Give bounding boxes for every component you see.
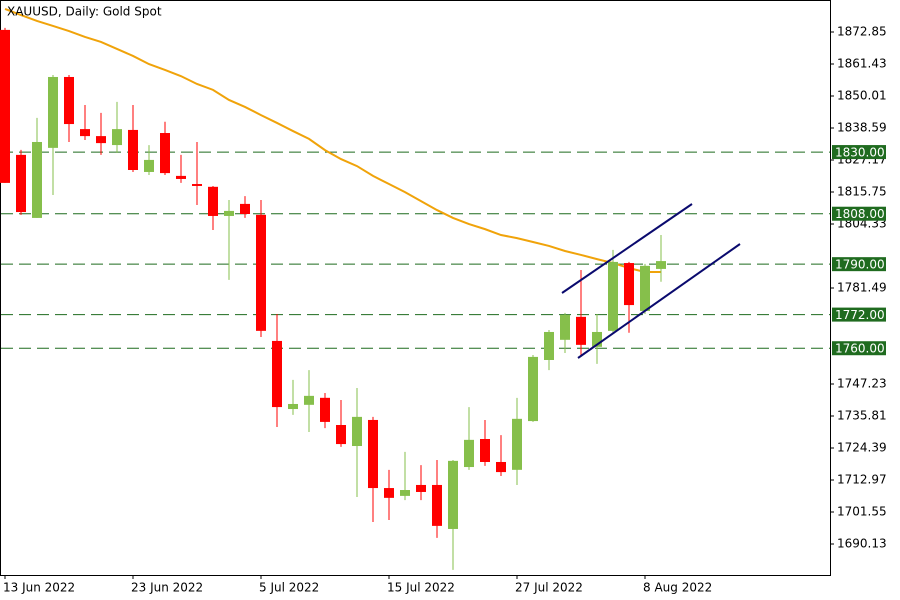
candle-body [480,439,490,462]
candle-body [576,316,586,345]
level-label: 1830.00 [835,146,885,160]
candle-body [128,129,138,171]
candle-body [240,203,250,214]
candle-body [368,419,378,489]
y-tick-label: 1747.23 [837,377,887,391]
candle-body [256,214,266,331]
candle-body [224,210,234,216]
level-label: 1790.00 [835,258,885,272]
candle-body [512,418,522,470]
y-tick-label: 1735.81 [837,409,887,423]
candle-body [112,129,122,146]
candle-body [192,184,202,186]
y-tick-label: 1701.55 [837,505,887,519]
candle-body [80,129,90,137]
y-tick-label: 1724.39 [837,441,887,455]
y-tick-label: 1815.75 [837,185,887,199]
candle-body [624,263,634,306]
channel-upper [561,203,693,294]
candle-body [448,460,458,529]
candle-body [304,395,314,405]
candle-body [272,340,282,408]
chart-title: XAUUSD, Daily: Gold Spot [7,5,162,19]
candle-body [496,461,506,473]
level-label: 1760.00 [835,342,885,356]
plot-area [0,7,830,570]
moving-average [4,7,661,274]
candle-body [384,488,394,498]
candle-body [160,133,170,174]
candle-body [336,425,346,445]
candle-body [592,331,602,347]
candle-body [560,314,570,340]
channel-lower [577,243,741,359]
candle-body [144,159,154,172]
candle-body [288,403,298,410]
level-label-box [832,257,886,272]
candle-body [528,356,538,422]
y-tick-label: 1838.59 [837,121,887,135]
level-label-box [832,307,886,322]
y-tick-label: 1850.01 [837,89,887,103]
y-tick-label: 1861.43 [837,57,887,71]
candle-body [320,397,330,422]
candle-body [416,484,426,492]
candle-body [544,331,554,360]
candle-body [32,141,42,218]
level-label-box [832,145,886,160]
y-tick-label: 1690.13 [837,537,887,551]
y-tick-label: 1712.97 [837,473,887,487]
candle-body [400,490,410,496]
y-tick-label: 1781.49 [837,281,887,295]
candle-body [64,76,74,125]
candle-body [208,186,218,216]
candle-body [608,261,618,331]
candle-body [352,416,362,447]
y-tick-label: 1872.85 [837,25,887,39]
plot-frame [0,0,831,576]
level-label: 1772.00 [835,308,885,322]
x-tick-label: 27 Jul 2022 [515,581,583,595]
candle-body [48,76,58,148]
level-label-box [832,206,886,221]
x-tick-label: 23 Jun 2022 [131,581,203,595]
candle-body [16,154,26,213]
level-label: 1808.00 [835,207,885,221]
x-tick-label: 13 Jun 2022 [3,581,75,595]
candle-body [640,265,650,311]
x-tick-label: 15 Jul 2022 [387,581,455,595]
x-tick-label: 5 Jul 2022 [259,581,319,595]
candle-body [176,175,186,179]
candle-body [464,439,474,468]
candle-body [0,29,10,183]
price-axis: 1872.851861.431850.011838.591827.171815.… [3,25,887,595]
x-tick-label: 8 Aug 2022 [643,581,712,595]
candle-body [432,484,442,526]
level-label-box [832,341,886,356]
candle-body [656,261,666,269]
candle-body [96,136,106,144]
